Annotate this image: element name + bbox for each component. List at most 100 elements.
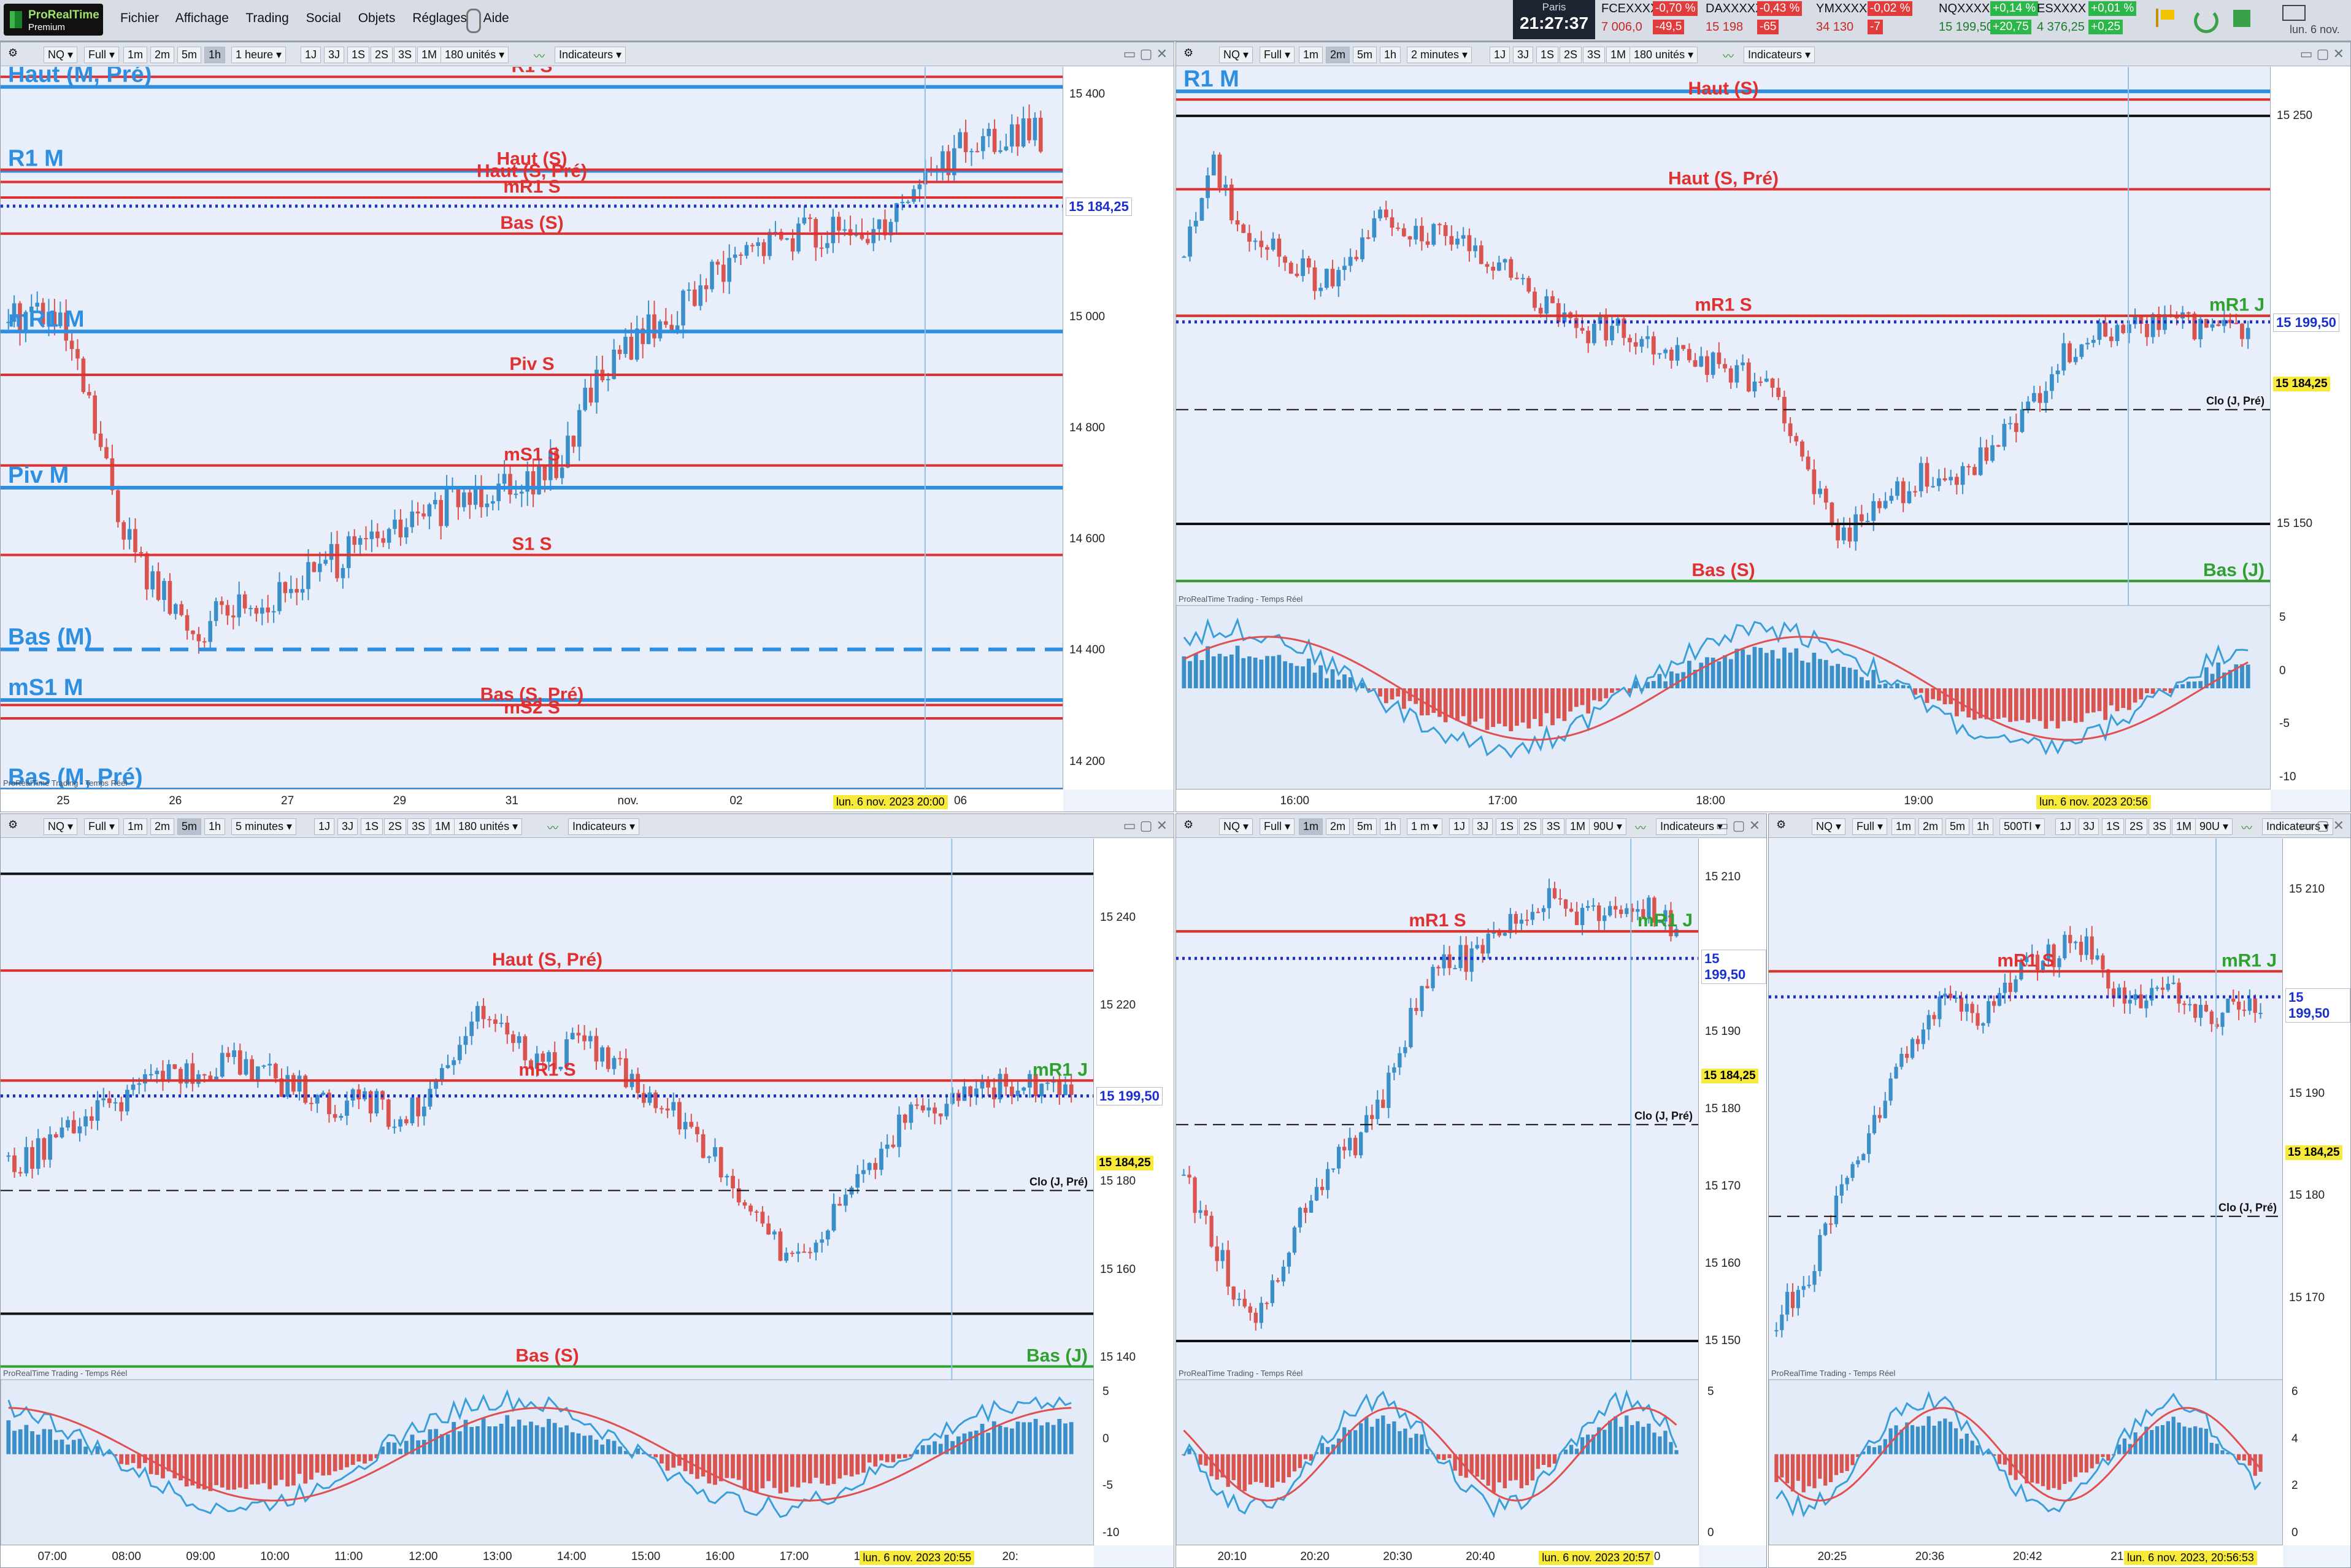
ticker-nqxxxx[interactable]: NQXXXX +0,14 % 15 199,50 +20,75 — [1936, 0, 2041, 39]
range-1S[interactable]: 1S — [1496, 818, 1518, 835]
timeframe-2m[interactable]: 2m — [1918, 818, 1943, 835]
menu-trading[interactable]: Trading — [245, 11, 289, 25]
menu-fichier[interactable]: Fichier — [120, 11, 160, 25]
price-axis[interactable]: 15 210 15 190 15 180 15 170 15 160 15 150 15 1… — [1698, 839, 1766, 1545]
timeframe-2m[interactable]: 2m — [1326, 818, 1350, 835]
menu-objets[interactable]: Objets — [358, 11, 396, 25]
timeframe-2m[interactable]: 2m — [1326, 47, 1350, 63]
window-controls[interactable]: ▭ ▢ ✕ — [2299, 818, 2344, 833]
range-1M[interactable]: 1M — [1606, 47, 1631, 63]
range-1M[interactable]: 1M — [1566, 818, 1590, 835]
mode-select[interactable]: Full ▾ — [84, 47, 120, 63]
range-1S[interactable]: 1S — [361, 818, 383, 835]
price-axis[interactable]: 15 400 15 000 14 800 14 600 14 400 14 200 15 1… — [1063, 67, 1174, 790]
range-1J[interactable]: 1J — [1490, 47, 1510, 63]
timeframe-1m[interactable]: 1m — [1891, 818, 1916, 835]
range-3S[interactable]: 3S — [1583, 47, 1606, 63]
link-icon[interactable] — [466, 9, 481, 33]
time-axis[interactable]: 07:00 08:00 09:00 10:00 11:00 12:00 13:00 14:00… — [1, 1545, 1094, 1567]
timeframe-5m[interactable]: 5m — [1353, 818, 1377, 835]
range-1J[interactable]: 1J — [314, 818, 335, 835]
chart-panel-bl[interactable]: ⚙ NQ ▾ Full ▾ 1m 2m 5m 1h 5 minutes ▾ 1J 3J 1S 2S 3S… — [0, 813, 1174, 1568]
units-select[interactable]: 180 unités ▾ — [454, 818, 523, 835]
range-3S[interactable]: 3S — [407, 818, 430, 835]
timeframe-5m[interactable]: 5m — [1945, 818, 1970, 835]
ticker-daxxxxx[interactable]: DAXXXXX -0,43 % 15 198 -65 — [1703, 0, 1807, 39]
range-1S[interactable]: 1S — [347, 47, 370, 63]
timeframe-1h[interactable]: 1h — [1380, 47, 1401, 63]
timeframe-5m[interactable]: 5m — [1353, 47, 1377, 63]
range-1S[interactable]: 1S — [1536, 47, 1559, 63]
chart-panel-tr[interactable]: ⚙ NQ ▾ Full ▾ 1m 2m 5m 1h 2 minutes ▾ 1J 3J 1S 2S 3S… — [1176, 42, 2351, 812]
ticker-fcexxxx[interactable]: FCEXXXX -0,70 % 7 006,0 -49,5 — [1599, 0, 1703, 39]
menu-affichage[interactable]: Affichage — [175, 11, 229, 25]
price-chart-canvas[interactable]: R1 S Haut (M, Pré) R1 M Haut (S)Haut (S, Pr… — [1, 67, 1063, 790]
chart-settings-icon[interactable]: ⚙ — [1183, 818, 1194, 831]
menu-reglages[interactable]: Réglages — [412, 11, 467, 25]
indicators-button[interactable]: Indicateurs ▾ — [555, 47, 626, 63]
timeframe-1m[interactable]: 1m — [1299, 47, 1323, 63]
range-3J[interactable]: 3J — [1472, 818, 1493, 835]
price-axis[interactable]: 15 240 15 220 15 180 15 160 15 140 15 199,50 1… — [1093, 839, 1174, 1545]
price-chart-canvas[interactable]: Haut (S, Pré) mR1 J mR1 S Clo (J, Pré) Bas (… — [1, 839, 1094, 1545]
chart-settings-icon[interactable]: ⚙ — [1776, 818, 1787, 831]
refresh-icon[interactable] — [2194, 9, 2218, 33]
period-select[interactable]: 2 minutes ▾ — [1407, 47, 1472, 63]
timeframe-1m[interactable]: 1m — [1299, 818, 1323, 835]
timeframe-2m[interactable]: 2m — [150, 47, 175, 63]
range-3J[interactable]: 3J — [337, 818, 358, 835]
price-chart-canvas[interactable]: mR1 J mR1 S Clo (J, Pré) — [1176, 839, 1699, 1545]
calendar-icon[interactable] — [2282, 5, 2306, 21]
range-2S[interactable]: 2S — [1560, 47, 1582, 63]
period-select[interactable]: 1 heure ▾ — [231, 47, 287, 63]
range-1J[interactable]: 1J — [301, 47, 321, 63]
timeframe-1m[interactable]: 1m — [123, 47, 148, 63]
instrument-select[interactable]: NQ ▾ — [44, 818, 78, 835]
indicators-icon[interactable]: 〰 — [534, 50, 545, 63]
timeframe-5m[interactable]: 5m — [177, 818, 202, 835]
price-chart-canvas[interactable]: mR1 J mR1 S Clo (J, Pré) — [1769, 839, 2283, 1545]
range-2S[interactable]: 2S — [371, 47, 393, 63]
period-select[interactable]: 5 minutes ▾ — [231, 818, 297, 835]
range-3J[interactable]: 3J — [324, 47, 345, 63]
mode-select[interactable]: Full ▾ — [84, 818, 120, 835]
timeframe-1h[interactable]: 1h — [204, 818, 226, 835]
units-select[interactable]: 180 unités ▾ — [441, 47, 509, 63]
range-3J[interactable]: 3J — [2079, 818, 2099, 835]
range-3S[interactable]: 3S — [2149, 818, 2171, 835]
price-axis[interactable]: 15 250 15 150 15 199,50 15 184,25 5 0 -5 -10 — [2270, 67, 2350, 790]
instrument-select[interactable]: NQ ▾ — [1812, 818, 1846, 835]
indicators-icon[interactable]: 〰 — [1635, 822, 1646, 834]
chart-panel-bm[interactable]: ⚙ NQ ▾ Full ▾ 1m 2m 5m 1h 1 m ▾ 1J 3J 1S 2S 3S 1M 90U … — [1176, 813, 1767, 1568]
range-3S[interactable]: 3S — [1542, 818, 1565, 835]
window-controls[interactable]: ▭ ▢ ✕ — [2299, 46, 2344, 61]
menu-aide[interactable]: Aide — [483, 11, 509, 25]
indicators-button[interactable]: Indicateurs ▾ — [2262, 818, 2334, 835]
indicators-icon[interactable]: 〰 — [1723, 50, 1734, 63]
flag-icon[interactable] — [2156, 9, 2176, 27]
indicators-button[interactable]: Indicateurs ▾ — [568, 818, 640, 835]
chart-panel-br[interactable]: ⚙ NQ ▾ Full ▾ 1m 2m 5m 1h 500TI ▾ 1J 3J 1S 2S 3S 1M 90… — [1768, 813, 2351, 1568]
instrument-select[interactable]: NQ ▾ — [1219, 818, 1253, 835]
range-1J[interactable]: 1J — [1449, 818, 1470, 835]
mode-select[interactable]: Full ▾ — [1852, 818, 1888, 835]
timeframe-2m[interactable]: 2m — [150, 818, 175, 835]
chart-settings-icon[interactable]: ⚙ — [1183, 47, 1194, 59]
ticker-ymxxxx[interactable]: YMXXXX -0,02 % 34 130 -7 — [1814, 0, 1918, 39]
instrument-select[interactable]: NQ ▾ — [44, 47, 78, 63]
chart-settings-icon[interactable]: ⚙ — [8, 47, 18, 59]
price-axis[interactable]: 15 210 15 190 15 180 15 170 15 199,50 15 184,… — [2282, 839, 2350, 1545]
save-icon[interactable] — [2233, 10, 2250, 27]
period-select[interactable]: 500TI ▾ — [1999, 818, 2045, 835]
range-3J[interactable]: 3J — [1513, 47, 1534, 63]
range-3S[interactable]: 3S — [394, 47, 417, 63]
mode-select[interactable]: Full ▾ — [1260, 818, 1295, 835]
range-2S[interactable]: 2S — [384, 818, 407, 835]
indicators-button[interactable]: Indicateurs ▾ — [1656, 818, 1728, 835]
timeframe-1h[interactable]: 1h — [1380, 818, 1401, 835]
indicators-icon[interactable]: 〰 — [547, 822, 558, 834]
price-chart-canvas[interactable]: R1 M Haut (S) Haut (S, Pré) mR1 J mR1 S Clo (… — [1176, 67, 2271, 790]
